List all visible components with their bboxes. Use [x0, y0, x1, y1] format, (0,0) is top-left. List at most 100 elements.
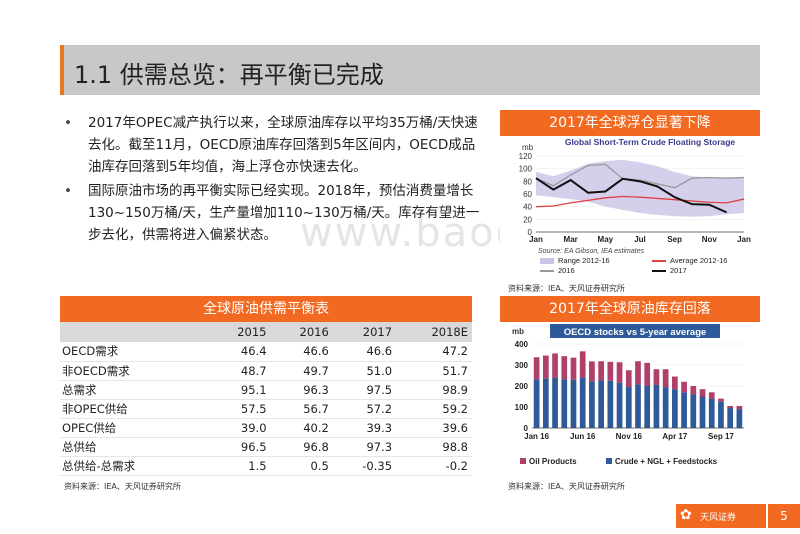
x-tick-label: Jul: [634, 235, 646, 244]
table-cell: 57.5: [208, 399, 271, 419]
bar-products: [690, 386, 697, 395]
x-tick-label: Jan: [737, 235, 751, 244]
table-cell: 0.5: [270, 456, 333, 476]
series-line-2016: [535, 163, 745, 189]
table-cell: -0.35: [332, 456, 397, 476]
row-label: 总供给: [60, 437, 209, 457]
x-tick-label: Sep 17: [708, 432, 734, 441]
bar-crude: [607, 380, 614, 428]
bar-products: [579, 351, 586, 378]
bar-crude: [552, 377, 558, 428]
table-cell: 59.2: [396, 399, 472, 419]
bar-products: [533, 357, 540, 380]
bar-crude: [598, 380, 604, 428]
table-cell: 39.3: [332, 418, 397, 438]
row-label: 非OPEC供给: [60, 399, 209, 419]
bar-crude: [635, 384, 641, 428]
bar-crude: [616, 382, 623, 428]
table-row: OECD需求 46.4 46.6 46.6 47.2: [60, 342, 472, 362]
x-tick-label: May: [598, 235, 614, 244]
table-source: 资料来源：IEA、天风证券研究所: [64, 482, 181, 491]
table-cell: 96.5: [208, 437, 271, 457]
y-axis-label: mb: [512, 327, 524, 336]
chart1-panel-title: 2017年全球浮仓显著下降: [500, 110, 760, 136]
y-tick-label: 100: [519, 165, 533, 174]
bar-products: [635, 361, 641, 385]
bar-products: [672, 376, 678, 390]
bar-crude: [662, 387, 669, 428]
table-cell: 95.1: [208, 380, 271, 400]
row-label: OECD需求: [60, 342, 209, 362]
bar-products: [644, 362, 651, 386]
bar-products: [708, 392, 715, 399]
table-cell: 1.5: [208, 456, 271, 476]
table-cell: 49.7: [270, 361, 333, 381]
bar-products: [681, 381, 687, 393]
table-row: OPEC供给 39.0 40.2 39.3 39.6: [60, 418, 472, 438]
y-axis-label: mb: [522, 143, 534, 152]
series-line-average-2012-16: [535, 195, 745, 208]
chart2-panel-title: 2017年全球原油库存回落: [500, 296, 760, 322]
bar-products: [736, 405, 743, 410]
table-cell: 46.6: [332, 342, 397, 362]
bar-crude: [653, 384, 660, 428]
oecd-stocks-chart: mb OECD stocks vs 5-year average 0 100 200 30…: [500, 322, 760, 472]
table-header-cell: 2018E: [396, 322, 472, 342]
table-row: 总供给-总需求 1.5 0.5 -0.35 -0.2: [60, 456, 472, 476]
table-cell: 97.5: [332, 380, 397, 400]
x-tick-label: Jun 16: [570, 432, 596, 441]
brand-name: 天风证券: [700, 513, 737, 523]
table-cell: 98.9: [396, 380, 472, 400]
bar-crude: [625, 387, 632, 428]
balance-table: 全球原油供需平衡表 2015 2016 2017 2018E OECD需求 46.…: [60, 296, 472, 476]
y-tick-label: 80: [523, 177, 532, 186]
bar-crude: [690, 394, 697, 428]
bar-crude: [570, 379, 577, 428]
chart2-source: 资料来源：IEA、天风证券研究所: [508, 482, 625, 491]
table-cell: 48.7: [208, 361, 271, 381]
table-row: 非OECD需求 48.7 49.7 51.0 51.7: [60, 361, 472, 381]
chart-title-box: [550, 324, 720, 338]
bar-crude: [672, 389, 678, 428]
bar-crude: [708, 398, 715, 428]
legend-label: Range 2012-16: [558, 256, 610, 265]
legend-label: Crude + NGL + Feedstocks: [615, 457, 718, 466]
page-number: 5: [768, 504, 800, 528]
flower-icon: ✿: [680, 507, 692, 523]
y-tick-label: 0: [528, 228, 533, 237]
bar-crude: [644, 386, 651, 428]
legend-label: 2017: [670, 266, 687, 275]
bar-crude: [561, 379, 568, 428]
table-cell: 96.3: [270, 380, 333, 400]
bar-crude: [736, 409, 743, 428]
table-row: 总需求 95.1 96.3 97.5 98.9: [60, 380, 472, 400]
table-caption: 全球原油供需平衡表: [60, 296, 472, 322]
bar-products: [727, 405, 734, 409]
x-tick-label: Nov: [702, 235, 718, 244]
row-label: 总供给-总需求: [60, 456, 209, 476]
bar-products: [653, 369, 660, 385]
table-cell: 96.8: [270, 437, 333, 457]
table-header-row: 2015 2016 2017 2018E: [60, 322, 472, 342]
table-header-cell: 2017: [332, 322, 397, 342]
slide-title-bar: 1.1 供需总览：再平衡已完成: [60, 45, 760, 95]
table-cell: 39.6: [396, 418, 472, 438]
table-cell: 51.7: [396, 361, 472, 381]
legend-swatch: [520, 458, 526, 464]
y-tick-label: 300: [515, 361, 529, 370]
y-tick-label: 400: [515, 340, 529, 349]
brand-logo: ✿ 天风证券: [676, 504, 766, 528]
x-tick-label: Jan 16: [524, 432, 549, 441]
y-tick-label: 40: [523, 203, 532, 212]
legend-swatch: [540, 258, 554, 264]
legend-label: Average 2012-16: [670, 256, 727, 265]
table-cell: 46.6: [270, 342, 333, 362]
table-cell: -0.2: [396, 456, 472, 476]
table-header-cell: 2016: [270, 322, 333, 342]
table-cell: 51.0: [332, 361, 397, 381]
table-cell: 40.2: [270, 418, 333, 438]
legend-swatch: [606, 458, 612, 464]
y-tick-label: 0: [524, 424, 529, 433]
bullet-item: 2017年OPEC减产执行以来，全球原油库存以平均35万桶/天快速去化。截至11…: [58, 112, 488, 178]
chart-source-note: Source: EA Gibson, IEA estimates: [538, 248, 645, 255]
